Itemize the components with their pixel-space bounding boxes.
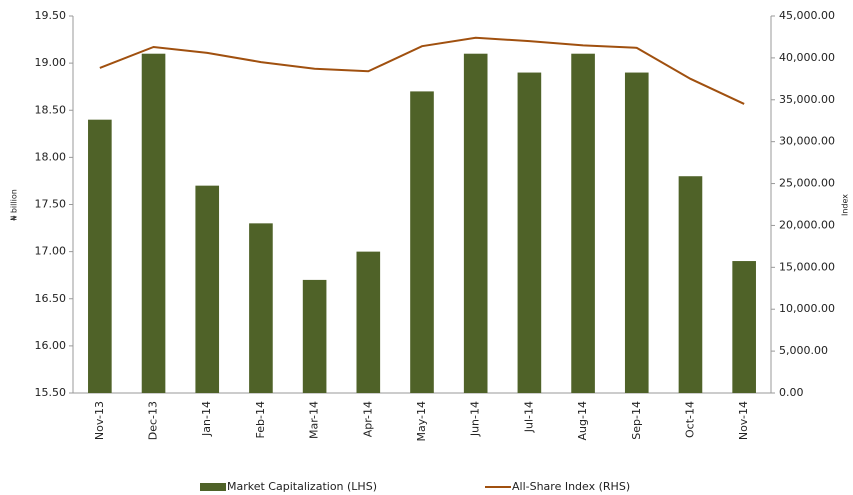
y2-tick-label: 15,000.00 — [779, 260, 835, 273]
bar — [732, 261, 756, 393]
bar — [410, 91, 434, 394]
y2-tick-label: 25,000.00 — [779, 177, 835, 190]
bar — [356, 251, 381, 393]
legend-label: All-Share Index (RHS) — [512, 480, 630, 493]
x-tick-label: Nov-13 — [93, 401, 106, 440]
x-tick-label: Mar-14 — [308, 401, 321, 439]
bar — [88, 119, 112, 394]
x-tick-label: Dec-13 — [147, 401, 160, 440]
y-tick-label: 16.00 — [35, 339, 67, 352]
legend-swatch — [200, 483, 226, 491]
y2-tick-label: 0.00 — [779, 386, 804, 399]
y-tick-label: 17.50 — [35, 198, 67, 211]
bar — [678, 176, 703, 393]
y2-axis-label: Index — [841, 194, 850, 216]
y2-tick-label: 20,000.00 — [779, 218, 835, 231]
x-tick-label: May-14 — [415, 401, 428, 442]
bar — [463, 53, 488, 393]
y-axis-label: ₦ billion — [10, 189, 19, 221]
bar — [195, 185, 220, 393]
x-tick-label: Aug-14 — [576, 401, 589, 440]
bar — [624, 72, 649, 394]
x-tick-label: Oct-14 — [683, 401, 696, 438]
bar — [249, 223, 273, 393]
y2-tick-label: 45,000.00 — [779, 9, 835, 22]
y2-tick-label: 5,000.00 — [779, 344, 828, 357]
y-tick-label: 19.00 — [35, 56, 67, 69]
bar — [571, 53, 595, 393]
y-tick-label: 18.00 — [35, 150, 67, 163]
bar — [302, 279, 327, 393]
x-tick-label: Jul-14 — [522, 401, 535, 433]
y-tick-label: 16.50 — [35, 292, 67, 305]
y-tick-label: 17.00 — [35, 245, 67, 258]
y-tick-label: 18.50 — [35, 103, 67, 116]
x-tick-label: Sep-14 — [630, 401, 643, 440]
x-tick-label: Nov-14 — [737, 401, 750, 440]
y2-tick-label: 35,000.00 — [779, 93, 835, 106]
x-tick-label: Feb-14 — [254, 401, 267, 438]
y2-tick-label: 10,000.00 — [779, 302, 835, 315]
bar — [517, 72, 542, 394]
y2-tick-label: 30,000.00 — [779, 135, 835, 148]
y-tick-label: 19.50 — [35, 9, 67, 22]
bar — [141, 53, 166, 393]
x-tick-label: Jun-14 — [469, 401, 482, 437]
line — [99, 36, 745, 105]
x-tick-label: Apr-14 — [361, 401, 374, 437]
y-tick-label: 15.50 — [35, 386, 67, 399]
legend-label: Market Capitalization (LHS) — [227, 480, 377, 493]
x-tick-label: Jan-14 — [200, 401, 213, 437]
y2-tick-label: 40,000.00 — [779, 51, 835, 64]
